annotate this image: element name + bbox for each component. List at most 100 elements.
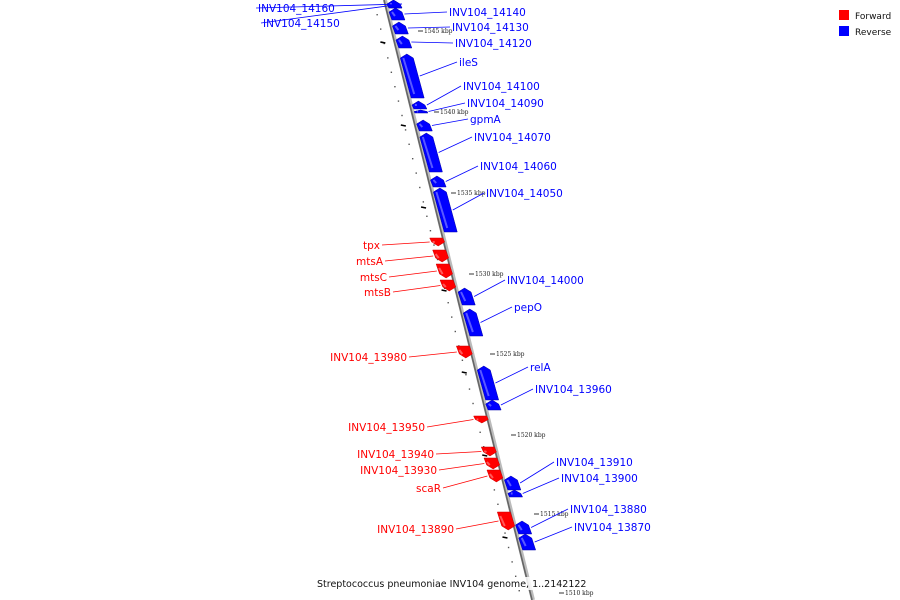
minor-tick — [447, 302, 449, 304]
gene-leader-line — [442, 475, 488, 489]
minor-tick — [387, 57, 389, 59]
minor-tick — [479, 431, 481, 433]
gene-label-scar[interactable]: scaR — [416, 483, 441, 495]
gene-label-inv104_13950[interactable]: INV104_13950 — [348, 422, 425, 434]
gene-label-inv104_13880[interactable]: INV104_13880 — [570, 504, 647, 516]
gene-label-inv104_13930[interactable]: INV104_13930 — [360, 465, 437, 477]
gene-arrow-inv104_14140[interactable] — [388, 7, 406, 21]
gene-label-inv104_14000[interactable]: INV104_14000 — [507, 275, 584, 287]
gene-arrow-inv104_14070[interactable] — [419, 132, 443, 173]
gene-arrow-inv104_13930[interactable] — [483, 457, 500, 470]
gene-label-inv104_14150[interactable]: INV104_14150 — [263, 18, 340, 30]
minor-tick — [433, 244, 435, 246]
gene-leader-line — [404, 11, 448, 15]
minor-tick — [429, 230, 432, 232]
gene-arrow-inv104_13900[interactable] — [507, 489, 523, 498]
gene-arrow-inv104_14130[interactable] — [392, 21, 409, 35]
gene-label-inv104_14160[interactable]: INV104_14160 — [258, 3, 335, 15]
gene-arrow-inv104_13940[interactable] — [480, 446, 497, 457]
gene-label-inv104_13960[interactable]: INV104_13960 — [535, 384, 612, 396]
gene-label-inv104_14120[interactable]: INV104_14120 — [455, 38, 532, 50]
gene-arrow-scar[interactable] — [486, 469, 504, 483]
gene-arrow-inv104_13910[interactable] — [504, 475, 522, 491]
gene-label-inv104_14050[interactable]: INV104_14050 — [486, 188, 563, 200]
minor-tick — [454, 330, 456, 333]
gene-label-inv104_14100[interactable]: INV104_14100 — [463, 81, 540, 93]
gene-label-inv104_13910[interactable]: INV104_13910 — [556, 457, 633, 469]
gene-leader-line — [426, 85, 462, 106]
gene-label-inv104_14130[interactable]: INV104_14130 — [452, 22, 529, 34]
gene-label-inv104_13870[interactable]: INV104_13870 — [574, 522, 651, 534]
gene-labels: INV104_14160 INV104_14150 INV104_14140 INV1… — [255, 3, 651, 543]
major-tick — [461, 371, 467, 374]
gene-leader-line — [438, 463, 485, 471]
gene-arrow-inv104_13980[interactable] — [455, 345, 473, 359]
gene-label-mtsa[interactable]: mtsA — [356, 256, 384, 268]
gene-leader-line — [431, 118, 469, 126]
minor-tick — [493, 489, 496, 491]
minor-tick — [511, 561, 513, 563]
legend-reverse-label: Reverse — [855, 28, 892, 38]
minor-tick — [472, 402, 474, 405]
gene-label-pepo[interactable]: pepO — [514, 302, 542, 314]
gene-leader-line — [381, 241, 430, 246]
gene-arrow-mtsa[interactable] — [432, 249, 449, 263]
gene-label-inv104_14140[interactable]: INV104_14140 — [449, 7, 526, 19]
gene-label-mtsb[interactable]: mtsB — [364, 287, 391, 299]
gene-arrow-pepo[interactable] — [462, 308, 484, 337]
gene-arrow-tpx[interactable] — [429, 237, 446, 247]
tick-label: 1530 kbp — [475, 271, 504, 278]
gene-label-inv104_13890[interactable]: INV104_13890 — [377, 524, 454, 536]
gene-leader-line — [435, 451, 482, 455]
tick-label: 1520 kbp — [517, 432, 546, 439]
gene-arrow-gpma[interactable] — [416, 119, 433, 132]
gene-label-rela[interactable]: relA — [530, 362, 551, 374]
gene-arrow-inv104_13960[interactable] — [485, 399, 502, 411]
gene-leader-line — [455, 520, 499, 530]
gene-arrow-mtsc[interactable] — [435, 263, 453, 279]
gene-leader-line — [407, 26, 451, 29]
tick-label: 1510 kbp — [565, 590, 594, 597]
gene-leader-line — [445, 165, 479, 182]
gene-label-inv104_14090[interactable]: INV104_14090 — [467, 98, 544, 110]
minor-tick — [404, 129, 407, 131]
legend-forward-swatch — [839, 10, 849, 20]
gene-arrow-inv104_14090[interactable] — [413, 109, 429, 114]
minor-tick — [497, 503, 499, 505]
gene-leader-line — [255, 3, 402, 9]
tick-label: 1545 kbp — [424, 28, 453, 35]
minor-tick — [507, 546, 510, 549]
major-tick — [380, 41, 386, 44]
gene-label-inv104_13900[interactable]: INV104_13900 — [561, 473, 638, 485]
tick-label: 1535 kbp — [457, 190, 486, 197]
gene-arrow-mtsb[interactable] — [439, 279, 457, 292]
gene-arrow-iles[interactable] — [400, 53, 425, 99]
gene-arrow-inv104_13880[interactable] — [515, 520, 533, 535]
gene-label-inv104_13980[interactable]: INV104_13980 — [330, 352, 407, 364]
gene-arrow-inv104_14100[interactable] — [411, 100, 428, 110]
major-tick — [420, 206, 427, 209]
gene-label-inv104_14070[interactable]: INV104_14070 — [474, 132, 551, 144]
gene-leader-line — [473, 279, 506, 297]
gene-label-mtsc[interactable]: mtsC — [360, 272, 387, 284]
gene-leader-line — [438, 136, 473, 153]
gene-arrow-inv104_14060[interactable] — [430, 175, 447, 188]
gene-arrow-inv104_14000[interactable] — [457, 287, 476, 306]
gene-arrow-inv104_13950[interactable] — [473, 415, 489, 424]
gene-arrow-inv104_13870[interactable] — [518, 533, 537, 551]
gene-arrow-inv104_13890[interactable] — [496, 511, 516, 531]
tick-label: 1515 kbp — [540, 511, 569, 518]
gene-label-tpx[interactable]: tpx — [363, 240, 380, 252]
minor-tick — [419, 186, 421, 189]
gene-label-gpma[interactable]: gpmA — [470, 114, 502, 126]
gene-arrow-inv104_14050[interactable] — [433, 187, 458, 233]
minor-tick — [465, 374, 467, 376]
title-backdrop — [314, 577, 590, 590]
gene-arrow-inv104_14120[interactable] — [395, 35, 413, 49]
gene-label-iles[interactable]: ileS — [459, 57, 478, 69]
gene-label-inv104_13940[interactable]: INV104_13940 — [357, 449, 434, 461]
gene-label-inv104_14060[interactable]: INV104_14060 — [480, 161, 557, 173]
minor-tick — [401, 114, 403, 117]
backbone-shadow — [383, 0, 535, 600]
minor-tick — [394, 86, 396, 88]
